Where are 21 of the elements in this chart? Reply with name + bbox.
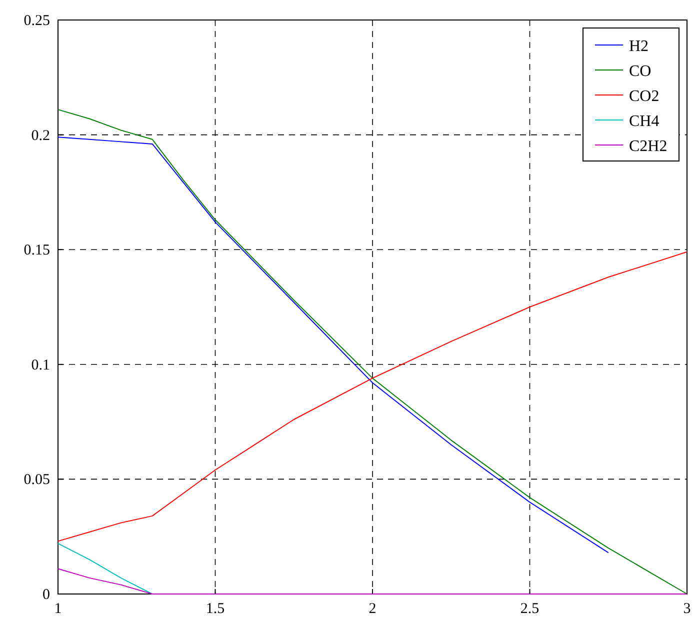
line-series [58,109,688,594]
y-tick-label: 0.25 [24,13,50,29]
legend-label: CH4 [629,113,660,130]
x-tick-label: 1 [54,601,62,617]
y-tick-label: 0.2 [31,128,50,144]
legend-label: H2 [629,38,649,55]
x-tick-label: 1.5 [206,601,225,617]
y-tick-label: 0.1 [31,357,50,374]
x-tick-label: 2.5 [520,601,540,617]
legend-label: CO [629,63,652,80]
y-tick-label: 0.15 [24,242,50,259]
x-tick-label: 3 [683,601,691,617]
line-series [58,542,153,594]
line-series [58,251,688,542]
line-series [58,136,609,554]
y-tick-label: 0 [42,587,50,603]
line-series [58,568,688,594]
legend-label: C2H2 [629,138,668,155]
x-tick-label: 2 [368,601,376,617]
legend-label: CO2 [629,88,660,105]
y-tick-label: 0.05 [24,472,50,488]
